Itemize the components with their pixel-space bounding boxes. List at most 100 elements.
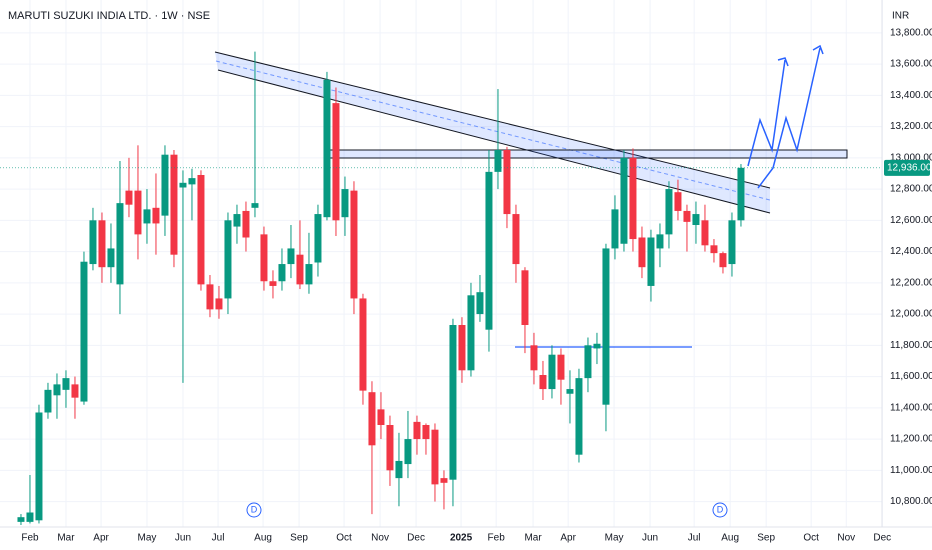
y-tick-label: 11,200.00 bbox=[890, 434, 932, 445]
candle-body bbox=[458, 325, 466, 371]
candle-body bbox=[575, 378, 583, 455]
candle-body bbox=[44, 389, 52, 413]
candle-body bbox=[161, 154, 169, 216]
y-tick-label: 10,800.00 bbox=[890, 496, 932, 507]
marker-label: D bbox=[251, 504, 258, 514]
candle-body bbox=[17, 517, 25, 522]
marker-label: D bbox=[717, 504, 724, 514]
candle-body bbox=[287, 248, 295, 265]
candle-body bbox=[98, 220, 106, 268]
candle-body bbox=[350, 190, 358, 299]
candle-body bbox=[620, 157, 628, 244]
candle-body bbox=[251, 203, 259, 208]
candle-body bbox=[377, 409, 385, 425]
x-tick-label: Oct bbox=[803, 533, 819, 544]
candle-body bbox=[215, 298, 223, 310]
candle-body bbox=[710, 245, 718, 254]
candle-body bbox=[638, 237, 646, 268]
candle-body bbox=[341, 189, 349, 218]
y-tick-label: 12,000.00 bbox=[890, 309, 932, 320]
x-tick-label: Mar bbox=[524, 533, 542, 544]
candle-body bbox=[260, 234, 268, 282]
candle-body bbox=[206, 284, 214, 310]
currency: INR bbox=[892, 11, 909, 22]
x-tick-label: Aug bbox=[254, 533, 272, 544]
candle-body bbox=[728, 220, 736, 265]
candle-body bbox=[296, 254, 304, 285]
candle-body bbox=[386, 425, 394, 471]
candle-body bbox=[332, 103, 340, 221]
candle-body bbox=[413, 421, 421, 440]
x-tick-label: Dec bbox=[407, 533, 425, 544]
x-tick-label: May bbox=[605, 533, 624, 544]
candle-body bbox=[611, 209, 619, 249]
candle-body bbox=[125, 190, 133, 205]
y-tick-label: 11,800.00 bbox=[890, 340, 932, 351]
candle-body bbox=[278, 264, 286, 282]
y-tick-label: 12,400.00 bbox=[890, 246, 932, 257]
dividend-marker[interactable] bbox=[712, 502, 728, 518]
last-price-label: 12,936.00 bbox=[887, 162, 932, 173]
y-tick-label: 11,600.00 bbox=[890, 371, 932, 382]
candle-body bbox=[539, 375, 547, 390]
candle-body bbox=[323, 79, 331, 218]
x-tick-label: Feb bbox=[21, 533, 39, 544]
candle-body bbox=[71, 384, 79, 398]
candle-body bbox=[647, 237, 655, 286]
last-price-box bbox=[884, 159, 930, 176]
x-tick-label: Jul bbox=[688, 533, 701, 544]
candle-body bbox=[512, 214, 520, 265]
y-tick-label: 13,600.00 bbox=[890, 59, 932, 70]
candle-body bbox=[233, 214, 241, 227]
candle-body bbox=[170, 154, 178, 255]
y-tick-label: 11,400.00 bbox=[890, 402, 932, 413]
candle-body bbox=[593, 343, 601, 349]
projection-arrow bbox=[757, 47, 821, 189]
x-tick-label: Nov bbox=[371, 533, 389, 544]
candle-body bbox=[449, 325, 457, 480]
candle-body bbox=[656, 234, 664, 249]
candle-body bbox=[566, 389, 574, 394]
candle-body bbox=[107, 248, 115, 268]
x-tick-label: Jul bbox=[212, 533, 225, 544]
candle-body bbox=[494, 150, 502, 172]
candle-body bbox=[53, 384, 61, 396]
candle-body bbox=[440, 478, 448, 483]
candle-body bbox=[197, 175, 205, 285]
x-tick-label: Mar bbox=[57, 533, 75, 544]
x-tick-label: Nov bbox=[837, 533, 855, 544]
candle-body bbox=[683, 210, 691, 222]
arrow-head bbox=[777, 57, 789, 67]
x-tick-label: Oct bbox=[336, 533, 352, 544]
candle-body bbox=[737, 167, 745, 221]
candle-body bbox=[89, 220, 97, 265]
x-tick-label: Sep bbox=[757, 533, 775, 544]
y-tick-label: 12,600.00 bbox=[890, 215, 932, 226]
candle-body bbox=[584, 345, 592, 379]
candle-body bbox=[629, 157, 637, 240]
candle-body bbox=[422, 425, 430, 440]
candle-body bbox=[431, 429, 439, 485]
candle-body bbox=[179, 182, 187, 188]
candle-body bbox=[521, 270, 529, 325]
y-tick-label: 12,200.00 bbox=[890, 277, 932, 288]
candle-body bbox=[665, 189, 673, 235]
candle-body bbox=[314, 214, 322, 263]
candle-body bbox=[80, 261, 88, 402]
x-tick-label: Apr bbox=[93, 533, 109, 544]
candle-body bbox=[359, 298, 367, 391]
candle-body bbox=[269, 281, 277, 286]
candle-body bbox=[602, 248, 610, 405]
resistance-box bbox=[326, 149, 848, 159]
candle-body bbox=[152, 207, 160, 224]
candle-body bbox=[134, 190, 142, 235]
candles bbox=[17, 51, 745, 525]
candle-body bbox=[404, 439, 412, 465]
x-tick-label: Jun bbox=[642, 533, 658, 544]
candle-body bbox=[485, 171, 493, 330]
dividend-marker[interactable] bbox=[246, 502, 262, 518]
y-tick-label: 13,800.00 bbox=[890, 27, 932, 38]
candle-body bbox=[719, 253, 727, 268]
